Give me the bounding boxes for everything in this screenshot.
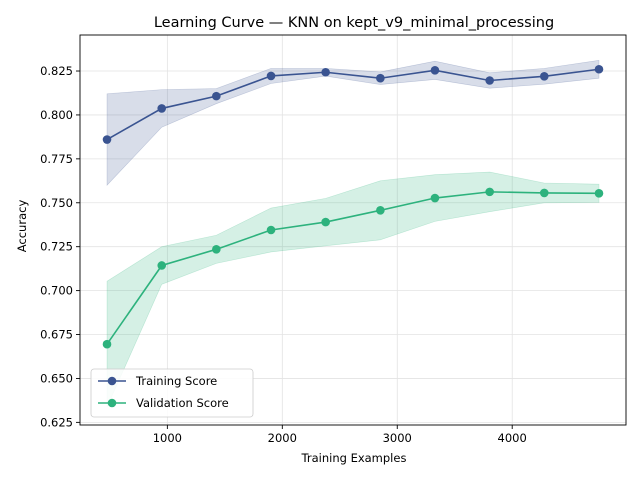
y-tick-label: 0.825	[40, 64, 73, 78]
data-point-validation	[212, 245, 221, 254]
legend-label-training: Training Score	[135, 374, 217, 388]
series-line-training	[106, 68, 600, 141]
x-axis-label: Training Examples	[301, 451, 407, 465]
data-point-validation	[376, 206, 385, 215]
data-point-training	[594, 64, 604, 74]
legend-marker-validation	[107, 398, 117, 408]
data-point-training	[539, 71, 549, 81]
data-point-validation	[157, 261, 167, 270]
legend: Training Score Validation Score	[90, 368, 254, 418]
data-point-validation	[102, 339, 112, 349]
data-point-training	[376, 73, 385, 83]
legend-label-validation: Validation Score	[136, 396, 229, 410]
chart-title: Learning Curve — KNN on kept_v9_minimal_…	[154, 15, 554, 31]
y-tick-label: 0.800	[40, 108, 73, 122]
data-point-validation	[539, 188, 549, 198]
data-point-validation	[321, 217, 330, 227]
data-point-training	[485, 76, 494, 85]
data-point-training	[321, 67, 330, 77]
y-tick-label: 0.650	[40, 371, 73, 385]
series-line-validation	[106, 191, 599, 345]
data-point-training	[157, 104, 167, 113]
y-tick-label: 0.675	[40, 328, 73, 342]
x-tick-label: 2000	[268, 431, 297, 445]
confidence-band-training	[106, 59, 600, 186]
data-point-validation	[266, 225, 276, 235]
y-tick-label: 0.725	[40, 240, 73, 254]
y-tick-label: 0.775	[40, 152, 73, 166]
data-point-validation	[430, 193, 440, 203]
legend-box	[90, 368, 254, 418]
data-point-validation	[594, 188, 604, 198]
x-tick-label: 4000	[498, 431, 527, 445]
y-axis-label: Accuracy	[15, 200, 29, 253]
legend-marker-training	[107, 376, 117, 386]
plot-area: 1000 2000 3000 4000 0.625 0.650 0.675 0.700 0.72…	[40, 34, 627, 445]
confidence-band-validation	[106, 171, 600, 408]
data-point-training	[212, 91, 221, 101]
data-point-training	[102, 135, 112, 144]
x-tick-label: 1000	[153, 431, 182, 445]
data-point-validation	[485, 187, 494, 197]
y-tick-label: 0.700	[40, 284, 73, 298]
data-point-training	[266, 71, 276, 81]
axes-frame	[79, 34, 627, 426]
x-tick-label: 3000	[383, 431, 412, 445]
data-point-training	[430, 66, 440, 75]
y-tick-label: 0.625	[40, 415, 73, 429]
y-tick-label: 0.750	[40, 196, 73, 210]
